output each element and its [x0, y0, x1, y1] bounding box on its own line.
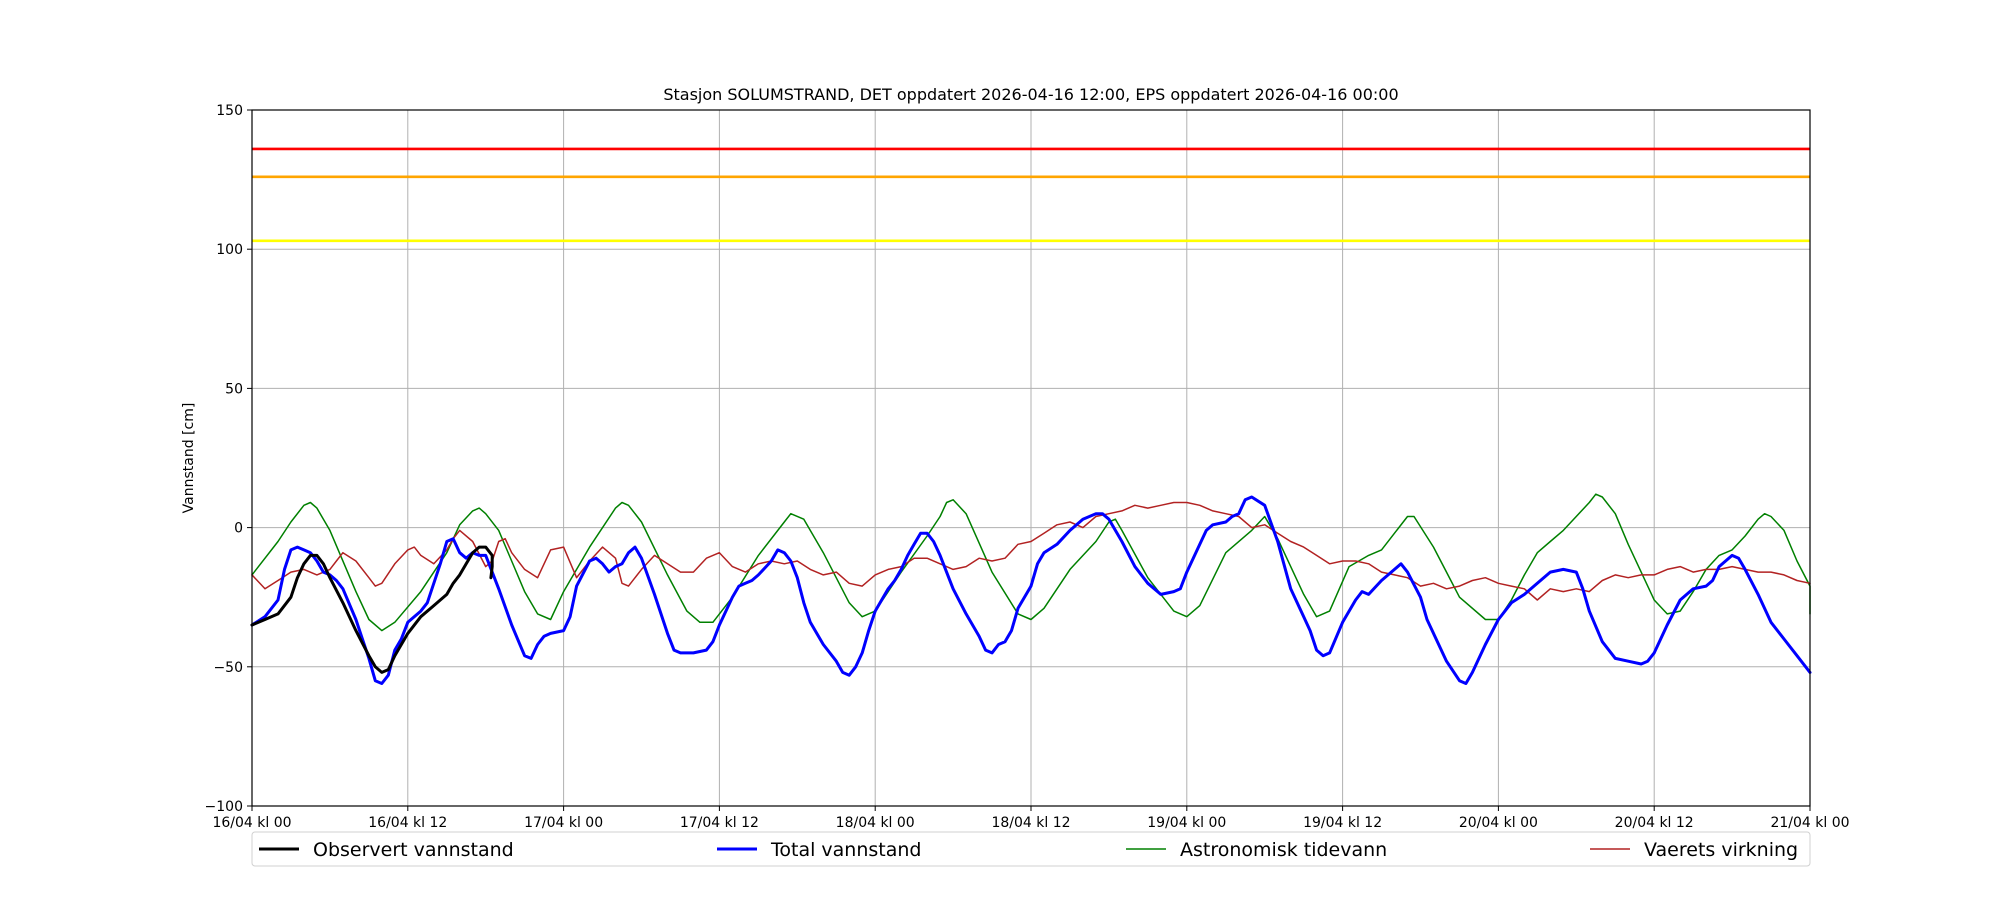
y-axis-label: Vannstand [cm] — [181, 403, 197, 514]
chart-title: Stasjon SOLUMSTRAND, DET oppdatert 2026-… — [663, 85, 1398, 104]
series-line-observert-vannstand — [250, 545, 494, 674]
y-axis: −100 −50 0 50 100 150 — [205, 103, 252, 815]
legend-label: Astronomisk tidevann — [1180, 839, 1387, 861]
x-tick-label: 18/04 kl 00 — [836, 815, 915, 831]
x-tick-label: 20/04 kl 12 — [1615, 815, 1694, 831]
legend-label: Total vannstand — [770, 839, 921, 861]
y-tick-label: 0 — [234, 521, 243, 537]
x-tick-label: 16/04 kl 00 — [212, 815, 291, 831]
y-tick-label: −50 — [213, 660, 243, 676]
legend-label: Vaerets virkning — [1644, 839, 1798, 861]
x-tick-label: 19/04 kl 12 — [1303, 815, 1382, 831]
series-line-total-vannstand — [250, 495, 1812, 685]
x-tick-label: 21/04 kl 00 — [1770, 815, 1849, 831]
series-lines — [250, 493, 1812, 685]
x-tick-label: 16/04 kl 12 — [368, 815, 447, 831]
x-tick-label: 17/04 kl 12 — [680, 815, 759, 831]
series-line-astronomisk-tidevann — [251, 493, 1811, 632]
y-tick-label: 100 — [216, 242, 243, 258]
x-tick-label: 19/04 kl 00 — [1147, 815, 1226, 831]
x-tick-label: 20/04 kl 00 — [1459, 815, 1538, 831]
y-tick-label: 50 — [225, 381, 243, 397]
x-tick-label: 18/04 kl 12 — [991, 815, 1070, 831]
x-axis: 16/04 kl 00 16/04 kl 12 17/04 kl 00 17/04 k… — [212, 806, 1850, 831]
legend-label: Observert vannstand — [313, 839, 514, 861]
threshold-lines — [252, 147, 1810, 243]
legend: Observert vannstand Total vannstand Astron… — [251, 831, 1811, 867]
x-tick-label: 17/04 kl 00 — [524, 815, 603, 831]
series-line-vaerets-virkning — [251, 501, 1811, 601]
y-tick-label: 150 — [216, 103, 243, 119]
y-tick-label: −100 — [205, 799, 243, 815]
legend-box — [251, 831, 1811, 867]
